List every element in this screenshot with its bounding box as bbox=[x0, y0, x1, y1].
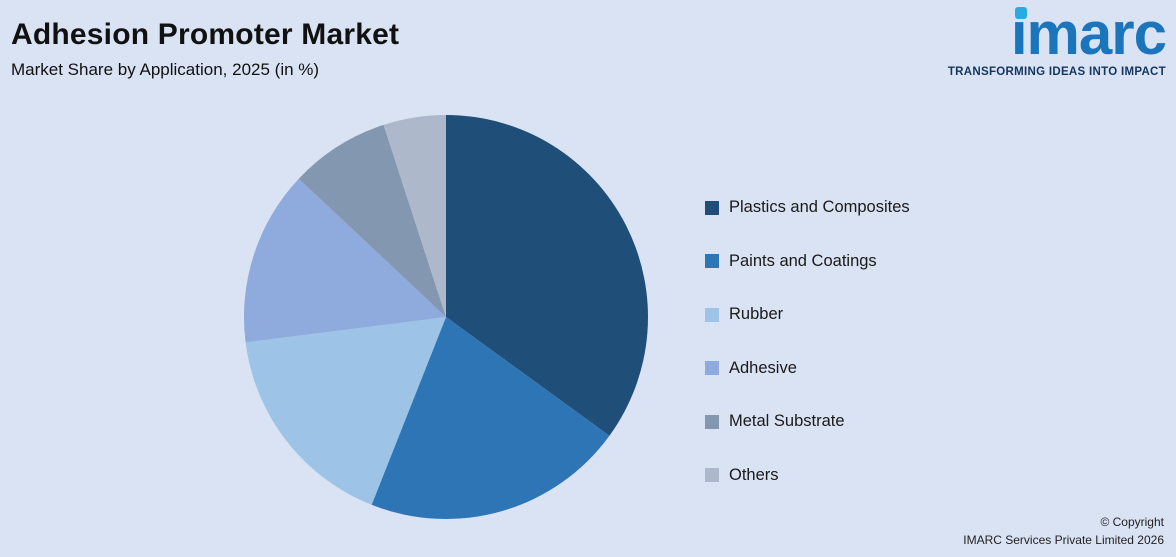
legend-item: Adhesive bbox=[705, 358, 910, 379]
legend-swatch-icon bbox=[705, 361, 719, 375]
legend-swatch-icon bbox=[705, 468, 719, 482]
legend-swatch-icon bbox=[705, 254, 719, 268]
legend-label: Rubber bbox=[729, 305, 784, 323]
legend-item: Metal Substrate bbox=[705, 411, 910, 432]
imarc-wordmark: ımarc bbox=[1011, 4, 1167, 64]
copyright-notice: © Copyright IMARC Services Private Limit… bbox=[963, 514, 1164, 549]
legend-item: Plastics and Composites bbox=[705, 197, 910, 218]
page-title: Adhesion Promoter Market bbox=[11, 18, 400, 51]
legend-swatch-icon bbox=[705, 307, 719, 322]
pie-slice-metal-substrate bbox=[298, 124, 446, 317]
imarc-tagline: TRANSFORMING IDEAS INTO IMPACT bbox=[947, 66, 1166, 78]
imarc-logo-dot-icon bbox=[1014, 7, 1027, 19]
legend-label: Others bbox=[729, 465, 779, 484]
legend-label: Plastics and Composites bbox=[729, 198, 910, 216]
legend-label: Adhesive bbox=[729, 358, 797, 377]
copyright-line2: IMARC Services Private Limited 2026 bbox=[963, 532, 1164, 547]
pie-slice-plastics-and-composites bbox=[446, 115, 648, 436]
legend-label: Metal Substrate bbox=[729, 412, 845, 430]
legend-item: Rubber bbox=[705, 304, 910, 325]
pie-chart bbox=[244, 115, 648, 519]
legend-item: Paints and Coatings bbox=[705, 251, 910, 272]
chart-legend: Plastics and Composites Paints and Coatin… bbox=[705, 197, 910, 518]
legend-label: Paints and Coatings bbox=[729, 251, 877, 270]
copyright-line1: © Copyright bbox=[1100, 515, 1164, 530]
pie-slice-others bbox=[383, 115, 446, 317]
legend-item: Others bbox=[705, 465, 910, 486]
pie-slice-rubber bbox=[245, 317, 446, 505]
legend-swatch-icon bbox=[705, 414, 719, 429]
pie-slice-adhesive bbox=[244, 178, 446, 343]
legend-swatch-icon bbox=[705, 200, 719, 215]
pie-slice-paints-and-coatings bbox=[371, 317, 610, 519]
page-subtitle: Market Share by Application, 2025 (in %) bbox=[11, 60, 320, 79]
pie-chart-svg bbox=[244, 115, 648, 519]
imarc-logo: ımarc TRANSFORMING IDEAS INTO IMPACT bbox=[936, 4, 1167, 79]
imarc-wordmark-text: ımarc bbox=[1010, 0, 1167, 67]
